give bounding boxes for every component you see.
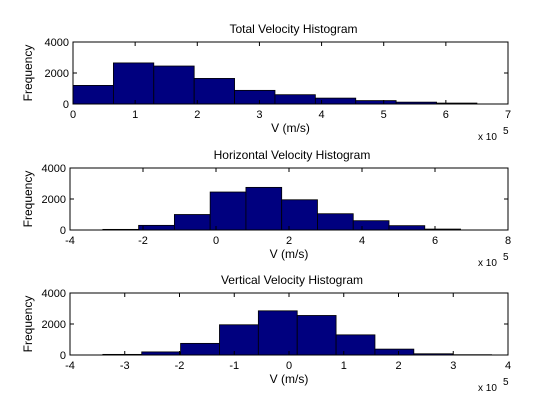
- x-tick-label: 2: [194, 109, 200, 121]
- x-tick-label: -2: [175, 360, 185, 372]
- x-tick-label: -4: [65, 235, 75, 247]
- x-axis-label: V (m/s): [270, 247, 309, 261]
- x-tick-label: 2: [286, 235, 292, 247]
- x-tick-label: 1: [132, 109, 138, 121]
- y-tick-label: 2000: [45, 68, 69, 80]
- histogram-bar: [335, 334, 376, 356]
- x-axis-label: V (m/s): [271, 121, 310, 135]
- histogram-bar: [245, 186, 283, 231]
- x-tick-label: 6: [443, 109, 449, 121]
- x-tick-label: -1: [229, 360, 239, 372]
- x-tick-label: 0: [70, 109, 76, 121]
- x-tick-label: 7: [505, 109, 511, 121]
- y-tick-label: 0: [60, 350, 66, 362]
- x-tick-label: 4: [505, 360, 511, 372]
- x-axis-label: V (m/s): [270, 372, 309, 386]
- y-axis-label: Frequency: [21, 171, 35, 228]
- histogram-bar: [173, 214, 211, 231]
- chart-title: Vertical Velocity Histogram: [221, 273, 363, 287]
- x-tick-label: 0: [213, 235, 219, 247]
- histogram-panel-2: -4 -2 0 2 4 6 8 0 2000 4000 Horizontal Velocity Hi…: [21, 148, 511, 269]
- histogram-bar: [209, 191, 247, 231]
- x-axis-multiplier: x 10: [478, 132, 497, 143]
- histogram-panel-3: -4 -3 -2 -1 0 1 2 3 4 0 2000 4000 Vertical Velocity …: [21, 273, 511, 394]
- x-tick-label: 0: [286, 360, 292, 372]
- x-tick-label: 6: [432, 235, 438, 247]
- y-axis-label: Frequency: [21, 296, 35, 353]
- x-tick-label: -2: [138, 235, 148, 247]
- chart-title: Total Velocity Histogram: [229, 22, 357, 36]
- histogram-bar: [281, 199, 318, 231]
- x-tick-label: -3: [120, 360, 130, 372]
- x-tick-label: 2: [395, 360, 401, 372]
- x-axis-multiplier: x 10: [478, 258, 497, 269]
- y-tick-label: 4000: [42, 288, 66, 300]
- x-axis-multiplier-exponent: 5: [503, 252, 509, 263]
- histogram-bar: [234, 89, 276, 105]
- histogram-bar: [274, 94, 316, 105]
- histogram-panel-1: 0 1 2 3 4 5 6 7 0 2000 4000 Total Velocity Histogra…: [21, 22, 511, 143]
- histogram-bar: [374, 348, 415, 356]
- y-tick-label: 2000: [42, 194, 66, 206]
- x-tick-label: 1: [341, 360, 347, 372]
- y-axis-label: Frequency: [21, 45, 35, 102]
- y-tick-label: 4000: [42, 163, 66, 175]
- chart-title: Horizontal Velocity Histogram: [214, 148, 371, 162]
- histogram-bar: [72, 85, 114, 105]
- histogram-bar: [180, 342, 220, 356]
- y-tick-label: 2000: [42, 319, 66, 331]
- x-axis-multiplier: x 10: [478, 383, 497, 394]
- y-tick-label: 0: [63, 99, 69, 111]
- histogram-bar: [352, 220, 390, 231]
- x-axis-multiplier-exponent: 5: [503, 126, 509, 137]
- x-axis-multiplier-exponent: 5: [503, 377, 509, 388]
- histogram-bar: [112, 62, 155, 105]
- histogram-bar: [257, 310, 298, 356]
- histogram-bar: [138, 224, 175, 231]
- histogram-bar: [193, 78, 235, 105]
- histogram-bar: [219, 324, 259, 356]
- histogram-bar: [355, 100, 397, 105]
- histogram-bar: [296, 315, 337, 356]
- histogram-bar: [153, 65, 195, 105]
- histogram-bar: [388, 225, 426, 231]
- y-tick-label: 4000: [45, 37, 69, 49]
- x-tick-label: 8: [505, 235, 511, 247]
- y-tick-label: 0: [60, 225, 66, 237]
- x-tick-label: -4: [65, 360, 75, 372]
- histogram-bar: [317, 213, 354, 231]
- x-tick-label: 4: [319, 109, 325, 121]
- x-tick-label: 3: [450, 360, 456, 372]
- x-tick-label: 5: [381, 109, 387, 121]
- x-tick-label: 3: [256, 109, 262, 121]
- x-tick-label: 4: [359, 235, 365, 247]
